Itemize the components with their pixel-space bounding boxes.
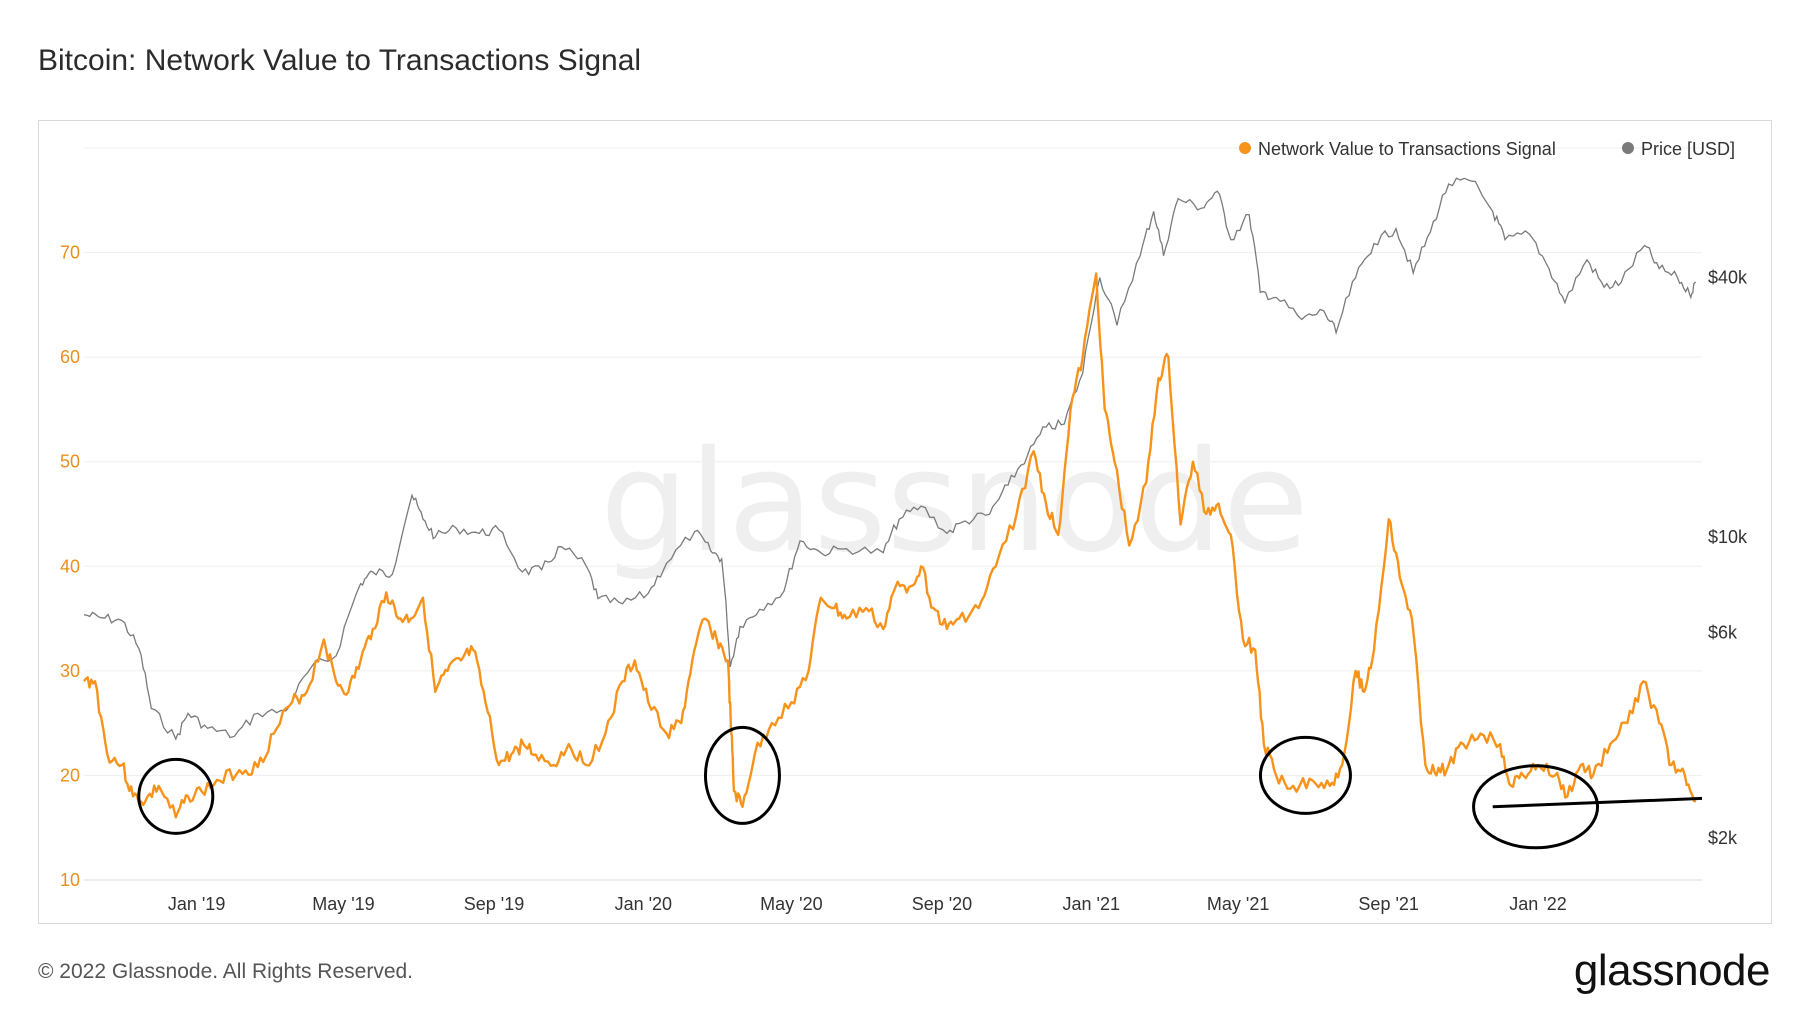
- annotation-circle: [703, 725, 781, 825]
- y-left-tick-label: 70: [60, 243, 80, 263]
- legend-label: Network Value to Transactions Signal: [1258, 139, 1556, 159]
- y-axis-right: $2k $6k $10k $40k: [1708, 268, 1748, 849]
- annotations: [137, 725, 1703, 850]
- legend[interactable]: Network Value to Transactions Signal Pric…: [1239, 139, 1735, 159]
- annotation-trendline: [1492, 796, 1703, 809]
- x-tick-label: May '21: [1207, 894, 1269, 914]
- copyright-text: © 2022 Glassnode. All Rights Reserved.: [38, 960, 414, 983]
- y-left-tick-label: 60: [60, 347, 80, 367]
- x-tick-label: Sep '20: [912, 894, 973, 914]
- annotation-circle: [1258, 735, 1352, 815]
- x-tick-label: Sep '19: [464, 894, 525, 914]
- x-tick-label: Jan '21: [1063, 894, 1120, 914]
- gridlines: [84, 147, 1702, 881]
- x-tick-label: Jan '19: [168, 894, 225, 914]
- series-group: [83, 177, 1697, 819]
- y-right-tick-label: $6k: [1708, 623, 1738, 643]
- annotation-circle: [1472, 764, 1600, 850]
- y-right-tick-label: $2k: [1708, 828, 1738, 848]
- y-axis-left: 10 20 30 40 50 60 70: [60, 243, 80, 890]
- x-tick-label: Sep '21: [1358, 894, 1419, 914]
- x-tick-label: May '20: [760, 894, 822, 914]
- chart-title: Bitcoin: Network Value to Transactions S…: [38, 44, 642, 77]
- y-right-tick-label: $10k: [1708, 527, 1748, 547]
- legend-marker: [1622, 142, 1634, 154]
- legend-label: Price [USD]: [1641, 139, 1735, 159]
- y-right-tick-label: $40k: [1708, 268, 1748, 288]
- annotation-circle: [137, 757, 215, 835]
- legend-item[interactable]: Price [USD]: [1622, 139, 1735, 159]
- y-left-tick-label: 30: [60, 661, 80, 681]
- y-left-tick-label: 40: [60, 556, 80, 576]
- price-series-line: [83, 177, 1696, 741]
- glassnode-logo: glassnode: [1573, 946, 1771, 995]
- y-left-tick-label: 20: [60, 765, 80, 785]
- y-left-tick-label: 10: [60, 870, 80, 890]
- x-axis: Jan '19 May '19 Sep '19 Jan '20 May '20 Sep '…: [84, 879, 1702, 914]
- legend-marker: [1239, 142, 1251, 154]
- y-left-tick-label: 50: [60, 452, 80, 472]
- chart-frame: [38, 120, 1772, 924]
- nvts-series-line: [83, 272, 1697, 819]
- x-tick-label: May '19: [312, 894, 374, 914]
- x-tick-label: Jan '22: [1509, 894, 1566, 914]
- x-tick-label: Jan '20: [615, 894, 672, 914]
- legend-item[interactable]: Network Value to Transactions Signal: [1239, 139, 1556, 159]
